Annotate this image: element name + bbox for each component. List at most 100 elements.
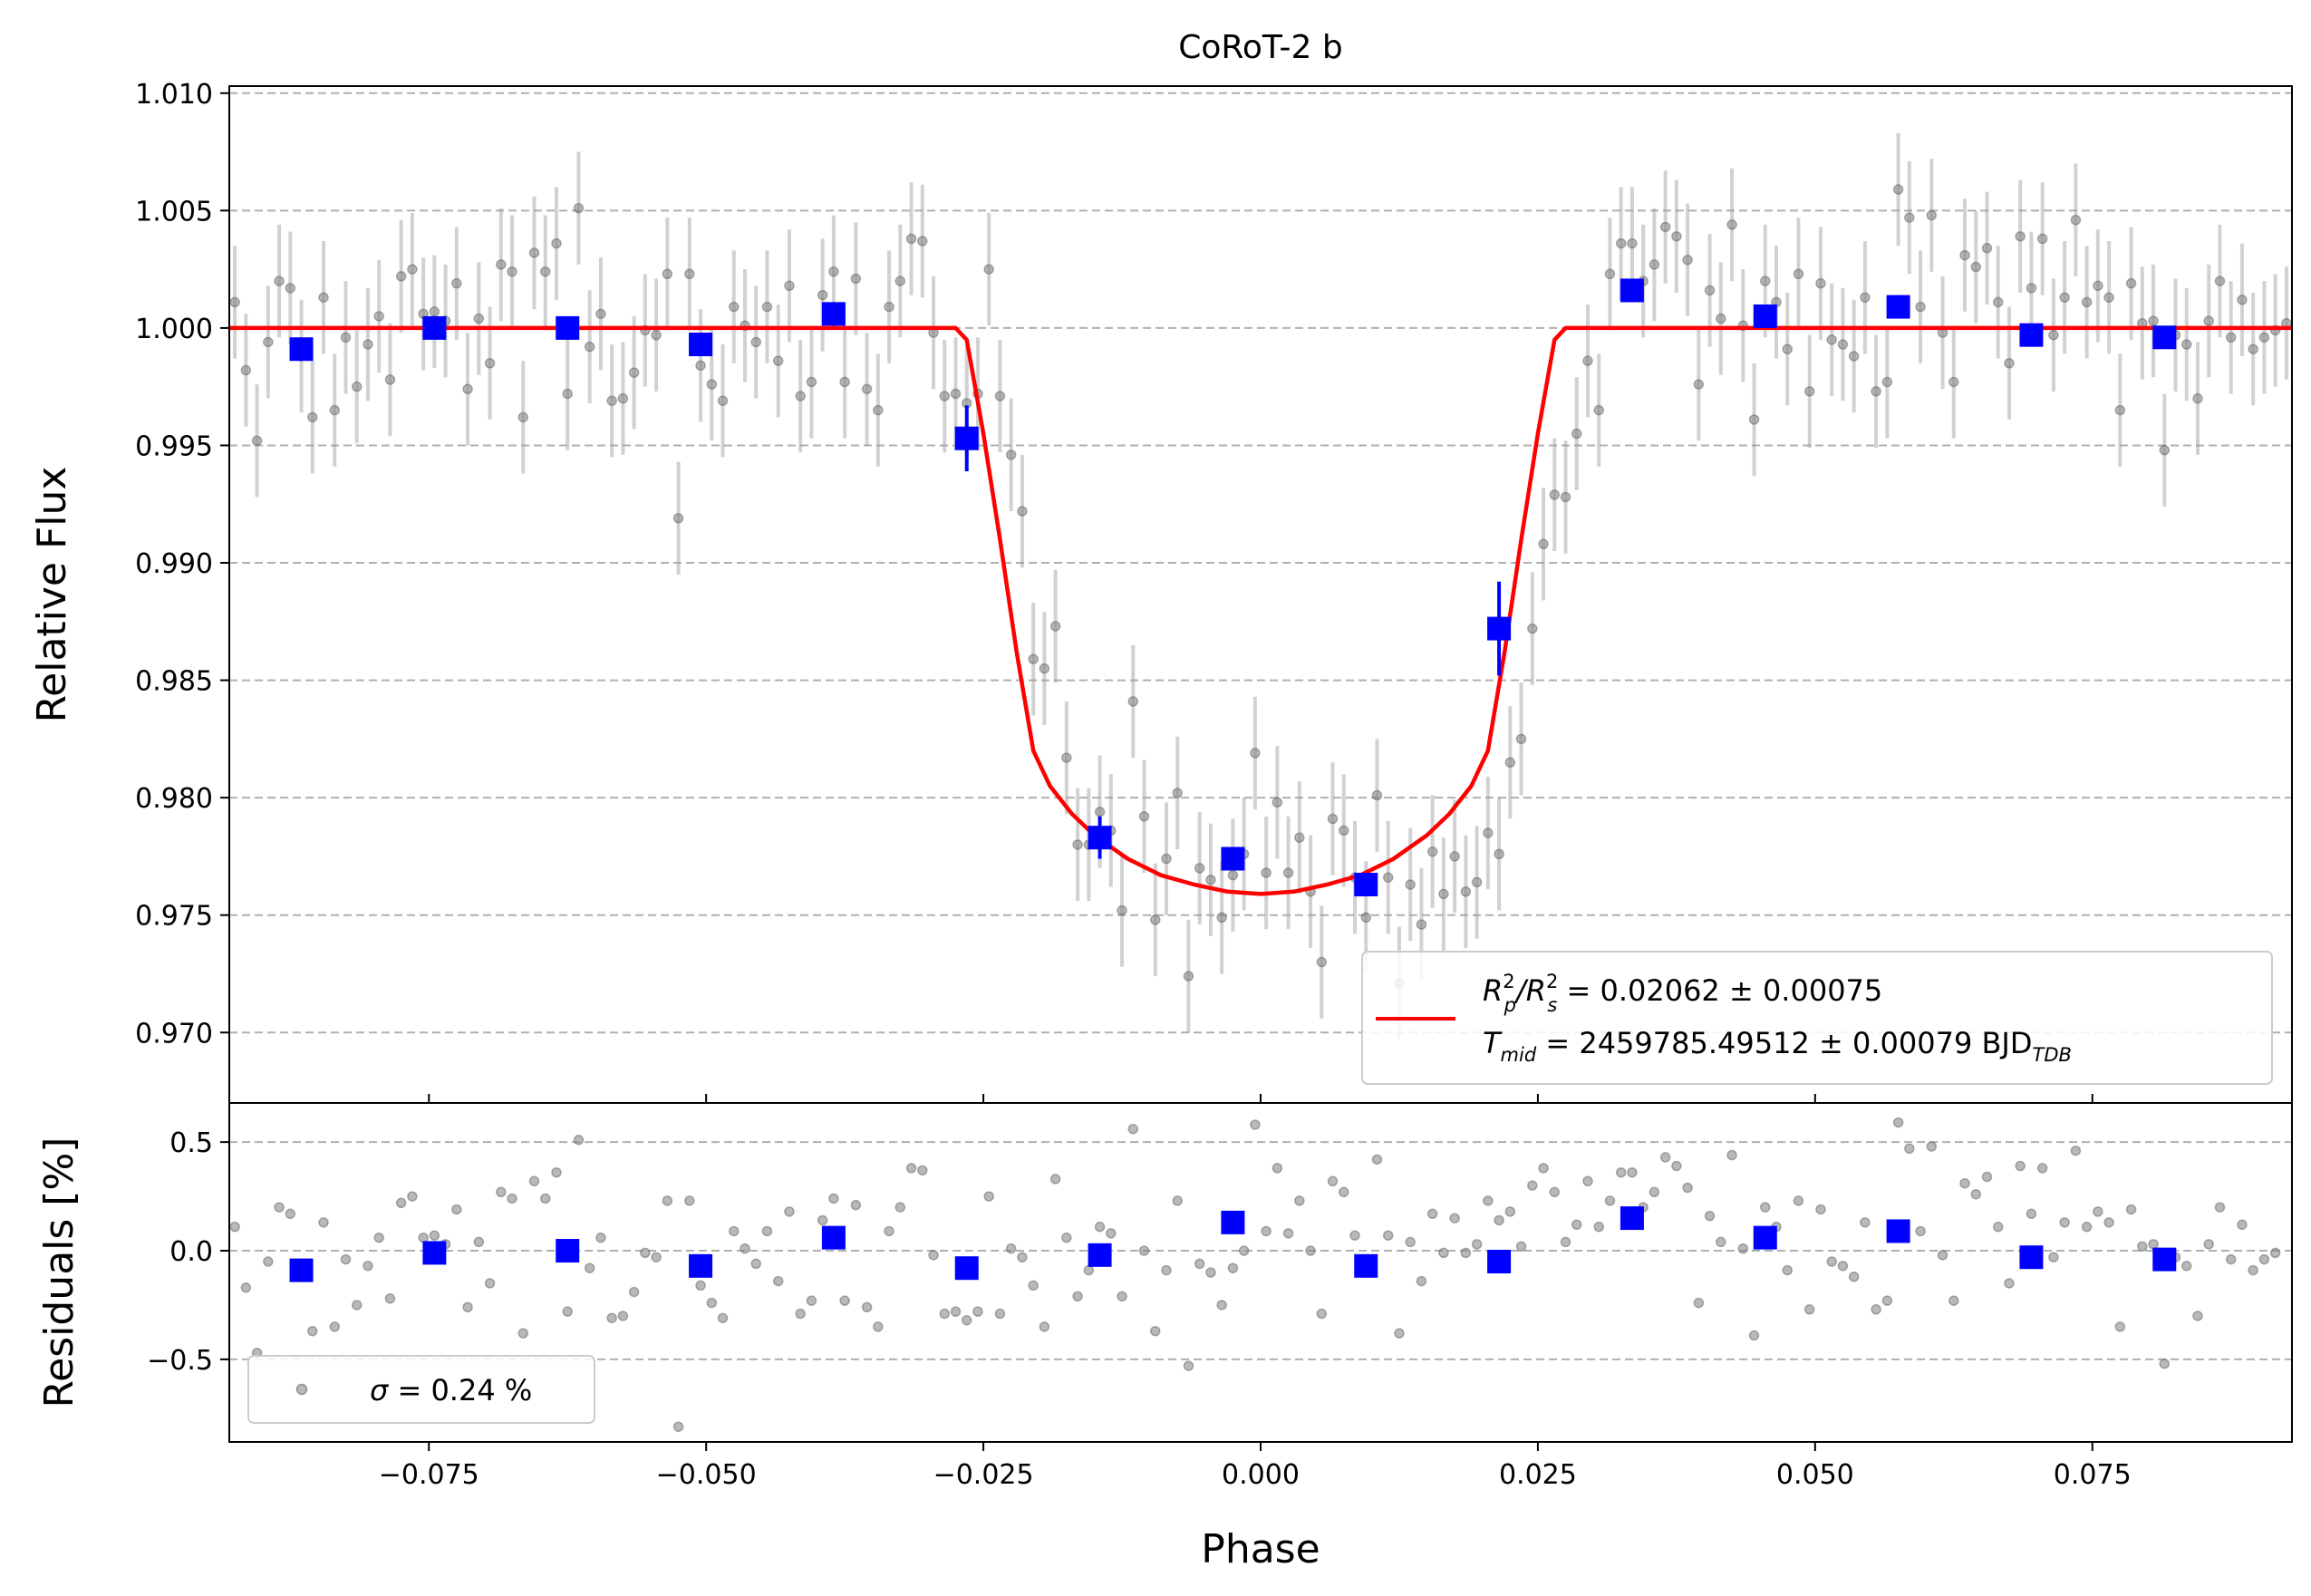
- raw-point: [617, 392, 629, 404]
- residual-point: [595, 1232, 606, 1243]
- residual-point: [850, 1199, 862, 1211]
- residual-point: [1726, 1149, 1737, 1161]
- raw-point: [884, 301, 894, 313]
- raw-point: [1748, 414, 1760, 425]
- residual-point: [2181, 1261, 2192, 1272]
- binned-residual-point: [556, 1239, 580, 1263]
- x-tick-label: 0.075: [2054, 1459, 2132, 1491]
- residual-point: [584, 1262, 595, 1273]
- residual-point: [418, 1232, 429, 1243]
- residual-point: [1316, 1308, 1328, 1320]
- raw-point: [528, 247, 540, 258]
- residual-point: [2081, 1221, 2093, 1233]
- raw-point: [1826, 334, 1837, 345]
- raw-point: [1483, 827, 1494, 838]
- residual-point: [1471, 1239, 1483, 1250]
- residual-point: [1737, 1243, 1749, 1254]
- raw-point: [2214, 276, 2226, 286]
- top-binned-points: [289, 278, 2177, 897]
- residual-point: [1294, 1195, 1305, 1206]
- residual-point: [1405, 1236, 1416, 1248]
- residual-point: [1959, 1177, 1970, 1189]
- residual-point: [407, 1191, 418, 1202]
- residual-point: [761, 1225, 773, 1237]
- raw-point: [2114, 404, 2126, 416]
- binned-residual-point: [1753, 1225, 1777, 1250]
- raw-point: [1327, 813, 1339, 825]
- x-tick-label: 0.050: [1776, 1459, 1854, 1491]
- raw-point: [595, 308, 606, 320]
- raw-point: [1183, 971, 1194, 982]
- top-y-tick-label: 0.990: [135, 548, 213, 580]
- residual-point: [2036, 1163, 2048, 1174]
- binned-point: [1753, 304, 1777, 328]
- residual-point: [573, 1135, 585, 1146]
- binned-residual-point: [422, 1241, 447, 1265]
- residual-point: [1106, 1228, 1117, 1239]
- raw-point: [2258, 332, 2270, 343]
- raw-point: [1671, 231, 1682, 242]
- raw-point: [729, 301, 740, 313]
- residual-point: [1716, 1236, 1726, 1248]
- residual-point: [672, 1421, 684, 1432]
- raw-point: [873, 404, 884, 416]
- residual-point: [729, 1225, 740, 1237]
- raw-point: [274, 276, 285, 286]
- top-y-ticks: 1.010 1.005 1.000 0.995 0.990 0.985 0.980 0.975…: [135, 79, 229, 1049]
- residual-point: [307, 1325, 318, 1337]
- residual-point: [1227, 1262, 1239, 1273]
- binned-residual-point: [1886, 1219, 1910, 1243]
- residual-point: [1094, 1221, 1106, 1233]
- raw-point: [2203, 315, 2214, 326]
- bottom-x-ticks: −0.075 −0.050 −0.025 0.000 0.025 0.050 0.075: [379, 1094, 2132, 1491]
- residual-point: [662, 1195, 673, 1206]
- raw-point: [1815, 277, 1826, 289]
- raw-point: [1161, 853, 1172, 865]
- bottom-binned-points: [289, 1206, 2177, 1282]
- raw-point: [1250, 748, 1261, 759]
- residual-point: [528, 1175, 540, 1187]
- residual-point: [640, 1247, 651, 1259]
- residual-point: [1549, 1186, 1561, 1198]
- residual-point: [1992, 1221, 2004, 1233]
- raw-point: [662, 268, 673, 280]
- binned-point: [1620, 278, 1644, 303]
- top-y-tick-label: 0.975: [135, 901, 213, 933]
- residual-point: [1494, 1214, 1504, 1226]
- residual-point: [1704, 1210, 1716, 1222]
- raw-point: [1981, 243, 1993, 254]
- residual-point: [695, 1280, 706, 1291]
- raw-point: [2059, 292, 2070, 303]
- binned-point: [1886, 295, 1910, 319]
- raw-point: [451, 277, 462, 289]
- residual-point: [2214, 1202, 2226, 1213]
- raw-point: [1405, 879, 1416, 890]
- residual-point: [229, 1221, 240, 1233]
- raw-point: [240, 364, 252, 376]
- chart-title: CoRoT-2 b: [1178, 29, 1342, 66]
- residual-point: [2269, 1247, 2281, 1259]
- raw-point: [606, 395, 617, 406]
- residual-point: [1848, 1272, 1860, 1282]
- residual-point: [1793, 1195, 1804, 1206]
- residual-point: [1438, 1247, 1449, 1259]
- raw-point: [2148, 315, 2159, 326]
- residual-point: [429, 1230, 440, 1241]
- raw-point: [285, 283, 296, 294]
- raw-point: [395, 271, 407, 282]
- residual-point: [1649, 1186, 1660, 1198]
- residual-point: [473, 1236, 485, 1248]
- raw-point: [263, 336, 274, 348]
- bottom-y-tick-label: −0.5: [147, 1345, 213, 1377]
- raw-point: [340, 332, 352, 343]
- raw-point: [251, 435, 263, 447]
- bottom-y-tick-label: 0.0: [169, 1236, 213, 1268]
- residual-point: [1815, 1204, 1826, 1215]
- raw-point: [1915, 301, 1926, 313]
- raw-point: [407, 264, 418, 275]
- raw-point: [1659, 221, 1671, 233]
- top-y-axis-label: Relative Flux: [29, 467, 75, 723]
- raw-point: [1039, 663, 1050, 674]
- raw-point: [1460, 886, 1472, 897]
- residual-point: [873, 1321, 884, 1332]
